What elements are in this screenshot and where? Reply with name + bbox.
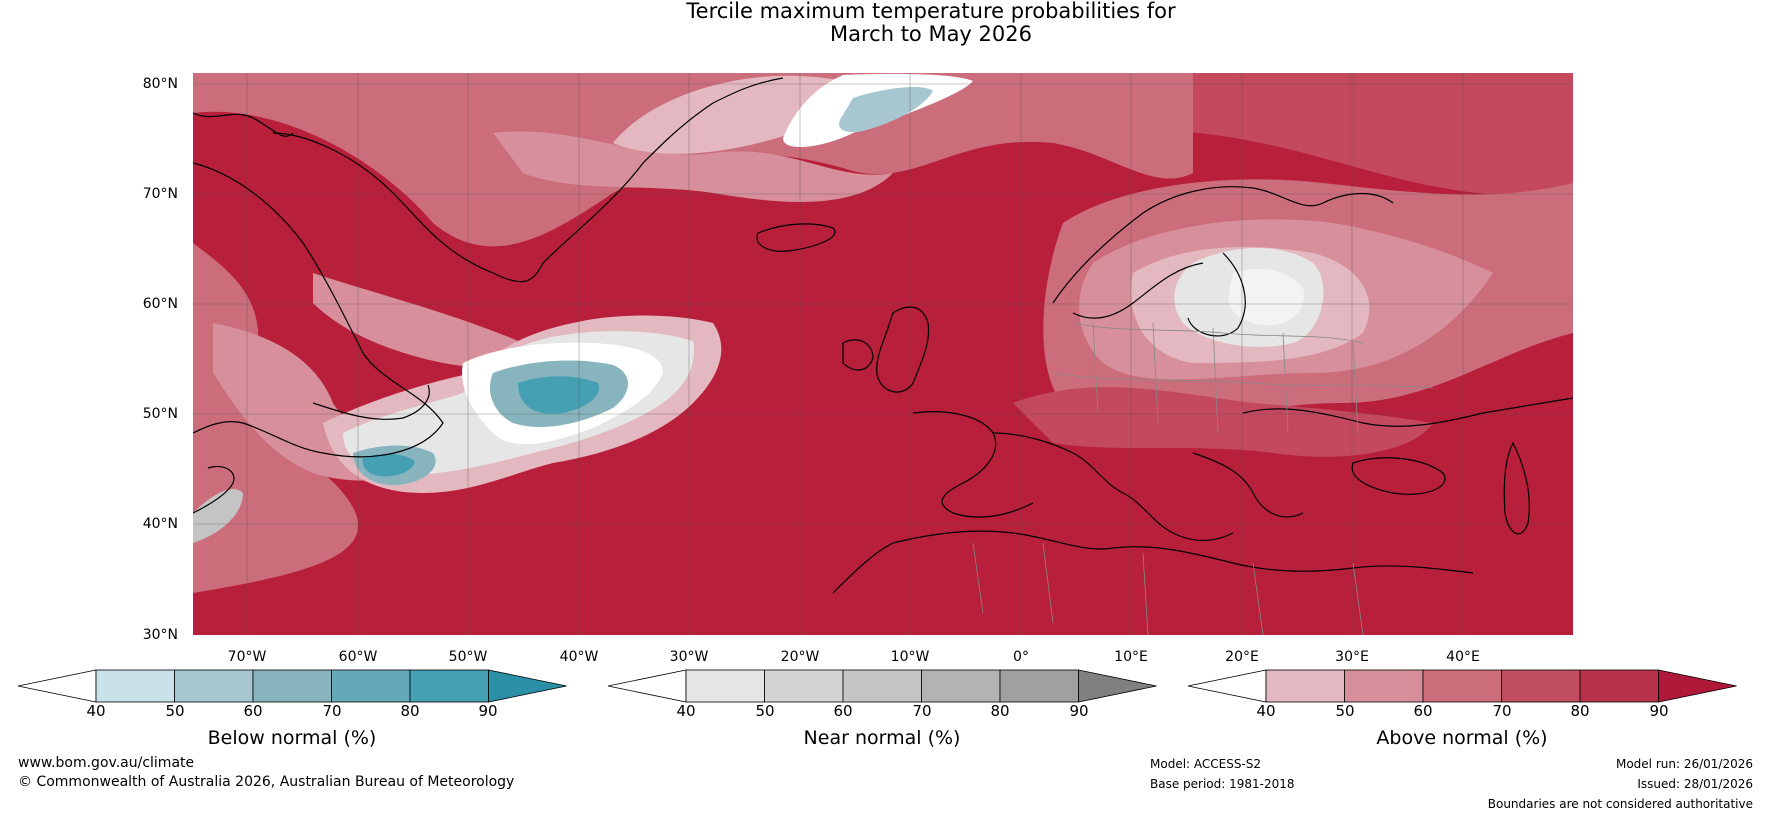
above-normal-title: Above normal (%) — [1376, 727, 1548, 749]
chart-title: Tercile maximum temperature probabilitie… — [0, 0, 1770, 46]
near-tick-50: 50 — [755, 702, 775, 720]
above-tick-70: 70 — [1492, 702, 1512, 720]
lat-label-30n: 30°N — [142, 627, 178, 643]
above-colorbar-segment — [1344, 669, 1424, 703]
lon-label-0: 0° — [1013, 649, 1029, 665]
above-tick-50: 50 — [1335, 702, 1355, 720]
footer-url: www.bom.gov.au/climate — [18, 755, 195, 771]
above-tick-60: 60 — [1413, 702, 1433, 720]
near-colorbar-segment — [999, 669, 1079, 703]
near-colorbar-segment — [842, 669, 922, 703]
below-tick-80: 80 — [400, 702, 420, 720]
footer-model: Model: ACCESS-S2 — [1150, 757, 1262, 771]
lon-label-30w: 30°W — [669, 649, 709, 665]
below-colorbar-segment — [174, 669, 254, 703]
probability-map — [193, 73, 1573, 635]
below-tick-90: 90 — [478, 702, 498, 720]
footer-issued: Issued: 28/01/2026 — [1637, 777, 1753, 791]
above-tick-80: 80 — [1570, 702, 1590, 720]
below-colorbar-segment — [331, 669, 411, 703]
below-colorbar-segment — [95, 669, 175, 703]
lat-label-70n: 70°N — [142, 186, 178, 202]
above-colorbar-extend-high — [1658, 669, 1737, 703]
near-colorbar-segment — [685, 669, 765, 703]
footer-base-period: Base period: 1981-2018 — [1150, 777, 1295, 791]
colorbar-above-normal — [1187, 669, 1737, 703]
lon-label-10w: 10°W — [890, 649, 930, 665]
footer-copyright: © Commonwealth of Australia 2026, Austra… — [18, 774, 515, 790]
above-colorbar-segment — [1265, 669, 1345, 703]
above-colorbar-segment — [1501, 669, 1581, 703]
near-tick-90: 90 — [1069, 702, 1089, 720]
above-colorbar-segment — [1422, 669, 1502, 703]
lat-label-60n: 60°N — [142, 296, 178, 312]
near-colorbar-segment — [921, 669, 1001, 703]
title-line-1: Tercile maximum temperature probabilitie… — [686, 0, 1176, 23]
below-normal-title: Below normal (%) — [207, 727, 377, 749]
lon-label-10e: 10°E — [1114, 649, 1148, 665]
near-colorbar-extend-high — [1078, 669, 1157, 703]
title-line-2: March to May 2026 — [830, 22, 1032, 46]
lon-label-20e: 20°E — [1225, 649, 1259, 665]
lat-label-50n: 50°N — [142, 406, 178, 422]
footer-boundaries: Boundaries are not considered authoritat… — [1487, 797, 1753, 811]
below-tick-40: 40 — [86, 702, 106, 720]
above-tick-90: 90 — [1649, 702, 1669, 720]
below-colorbar-extend-high — [488, 669, 567, 703]
footer-model-run: Model run: 26/01/2026 — [1615, 757, 1753, 771]
lon-label-50w: 50°W — [448, 649, 488, 665]
below-colorbar-extend-low — [17, 669, 97, 703]
lon-label-40w: 40°W — [559, 649, 599, 665]
lon-label-40e: 40°E — [1446, 649, 1480, 665]
near-colorbar-extend-low — [607, 669, 687, 703]
near-normal-title: Near normal (%) — [803, 727, 961, 749]
above-colorbar-extend-low — [1187, 669, 1267, 703]
above-colorbar-segment — [1579, 669, 1659, 703]
below-tick-70: 70 — [322, 702, 342, 720]
below-colorbar-segment — [252, 669, 332, 703]
lon-label-60w: 60°W — [338, 649, 378, 665]
colorbar-below-normal — [17, 669, 567, 703]
below-tick-60: 60 — [243, 702, 263, 720]
lon-label-20w: 20°W — [780, 649, 820, 665]
near-tick-40: 40 — [676, 702, 696, 720]
lat-label-80n: 80°N — [142, 76, 178, 92]
lat-label-40n: 40°N — [142, 516, 178, 532]
lon-label-70w: 70°W — [227, 649, 267, 665]
lon-label-30e: 30°E — [1335, 649, 1369, 665]
near-colorbar-segment — [764, 669, 844, 703]
colorbars — [17, 669, 1737, 703]
colorbar-near-normal — [607, 669, 1157, 703]
above-tick-40: 40 — [1256, 702, 1276, 720]
below-colorbar-segment — [409, 669, 489, 703]
near-tick-80: 80 — [990, 702, 1010, 720]
below-tick-50: 50 — [165, 702, 185, 720]
near-tick-60: 60 — [833, 702, 853, 720]
near-tick-70: 70 — [912, 702, 932, 720]
